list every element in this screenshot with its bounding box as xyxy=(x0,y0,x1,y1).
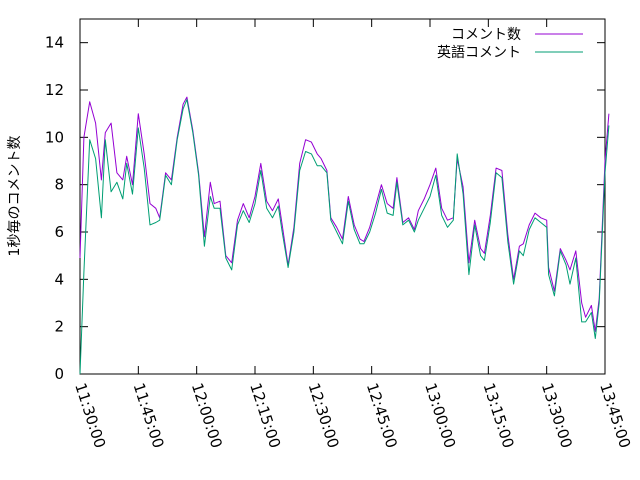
x-tick-label: 11:30:00 xyxy=(71,381,109,451)
x-tick-label: 11:45:00 xyxy=(130,381,168,451)
y-tick-label: 2 xyxy=(54,318,64,336)
series-line-2 xyxy=(79,99,610,375)
y-tick-label: 10 xyxy=(45,128,64,146)
y-tick-label: 12 xyxy=(45,81,64,99)
y-tick-label: 6 xyxy=(54,223,64,241)
y-tick-label: 8 xyxy=(54,176,64,194)
legend-label-2: 英語コメント xyxy=(437,44,521,61)
plot-frame xyxy=(79,18,606,375)
x-tick-label: 12:15:00 xyxy=(246,381,284,451)
x-tick-label: 12:30:00 xyxy=(305,381,343,451)
y-axis-title: 1秒毎のコメント数 xyxy=(7,136,23,257)
y-axis: 0 2 4 6 8 10 12 14 xyxy=(45,34,605,383)
series-line-1 xyxy=(79,96,610,332)
series-lines xyxy=(79,96,610,375)
legend-label-1: コメント数 xyxy=(451,27,521,43)
x-tick-label: 12:45:00 xyxy=(363,381,401,451)
x-tick-label: 12:00:00 xyxy=(188,381,226,451)
x-tick-label: 13:15:00 xyxy=(480,381,518,451)
y-tick-label: 4 xyxy=(54,270,64,288)
x-tick-label: 13:00:00 xyxy=(421,381,459,451)
y-tick-label: 0 xyxy=(54,365,64,383)
x-tick-label: 13:30:00 xyxy=(538,381,576,451)
x-axis: 11:30:00 11:45:00 12:00:00 12:15:00 12:30:00… xyxy=(71,19,634,450)
y-tick-label: 14 xyxy=(45,34,64,52)
x-tick-label: 13:45:00 xyxy=(596,381,634,451)
